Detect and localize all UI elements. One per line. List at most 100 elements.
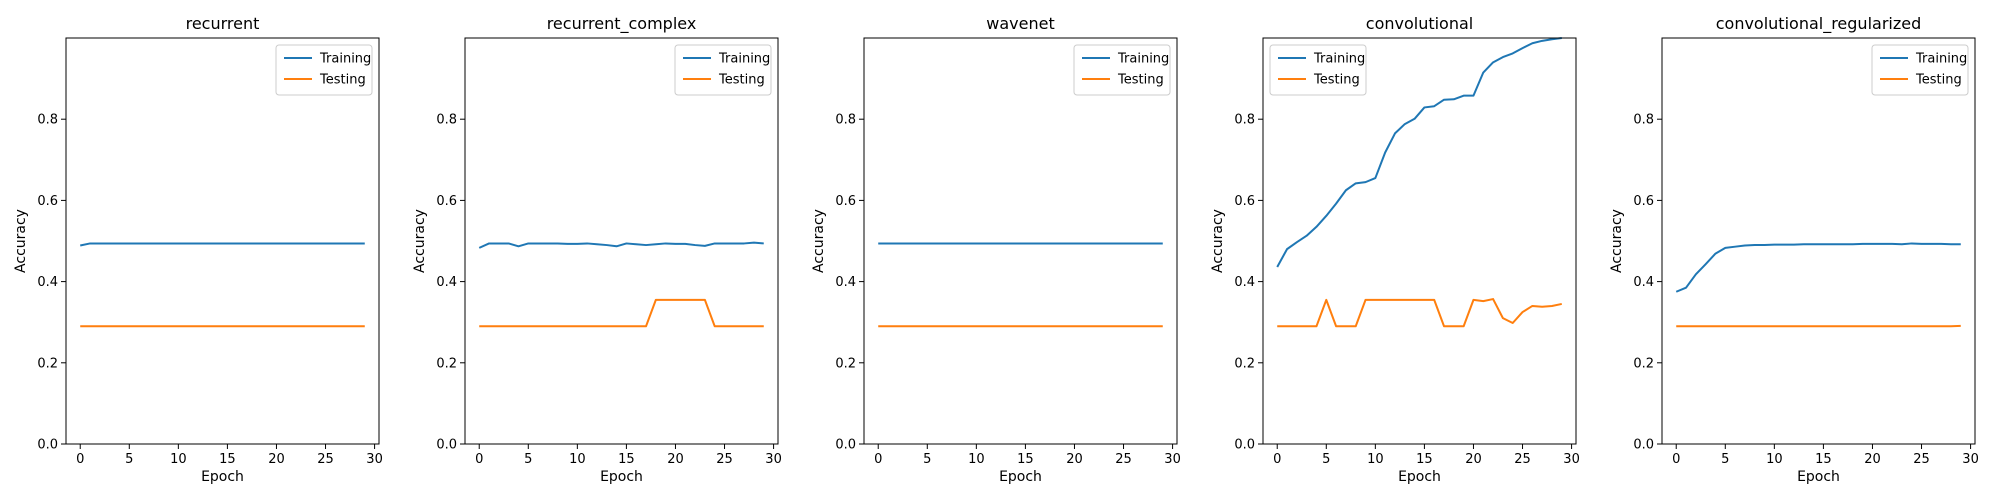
x-tick-label: 20 [268, 452, 285, 467]
y-tick-label: 0.0 [1234, 438, 1255, 453]
y-tick-label: 0.2 [436, 356, 457, 371]
x-tick-label: 5 [1322, 452, 1330, 467]
x-tick-label: 15 [1815, 452, 1832, 467]
x-tick-label: 10 [1766, 452, 1783, 467]
x-tick-label: 10 [569, 452, 586, 467]
series-line-training [1675, 242, 1961, 293]
series-line-training [478, 241, 764, 249]
legend-label-training: Training [1313, 52, 1365, 67]
y-axis-label: Accuracy [412, 209, 428, 273]
series-line-testing [479, 298, 764, 328]
y-tick-label: 0.6 [436, 194, 457, 209]
legend-label-testing: Testing [1313, 73, 1360, 88]
chart-panel-3: convolutional 0 5 10 15 20 25 30 0.0 0.2 0.4 0.6 0.8… [1210, 14, 1580, 485]
plot-frame [65, 37, 380, 445]
x-axis-label: Epoch [1398, 469, 1441, 485]
legend: Training Testing [1269, 44, 1367, 96]
plot-frame [1661, 37, 1976, 445]
x-tick-label: 5 [125, 452, 133, 467]
y-tick-label: 0.0 [835, 438, 856, 453]
legend-label-training: Training [1915, 52, 1967, 67]
x-tick-label: 25 [1514, 452, 1531, 467]
x-tick-label: 30 [1164, 452, 1181, 467]
legend-label-training: Training [718, 52, 770, 67]
x-tick-label: 15 [219, 452, 236, 467]
x-tick-label: 5 [524, 452, 532, 467]
y-tick-label: 0.4 [37, 275, 58, 290]
y-tick-label: 0.4 [436, 275, 457, 290]
legend-label-training: Training [319, 52, 371, 67]
y-axis-label: Accuracy [1609, 209, 1625, 273]
x-tick-label: 25 [716, 452, 733, 467]
x-tick-label: 20 [667, 452, 684, 467]
y-axis-label: Accuracy [13, 209, 29, 273]
y-tick-label: 0.0 [1633, 438, 1654, 453]
x-tick-label: 10 [968, 452, 985, 467]
legend: Training Testing [1073, 44, 1171, 96]
y-tick-label: 0.2 [37, 356, 58, 371]
x-tick-label: 30 [1563, 452, 1580, 467]
x-tick-label: 25 [317, 452, 334, 467]
legend-label-testing: Testing [1117, 73, 1164, 88]
x-tick-label: 15 [1416, 452, 1433, 467]
chart-panel-2: wavenet 0 5 10 15 20 25 30 0.0 0.2 0.4 0.6 0.8 Epoch A… [811, 14, 1181, 485]
x-tick-label: 30 [1962, 452, 1979, 467]
y-tick-label: 0.8 [37, 113, 58, 128]
x-tick-label: 5 [923, 452, 931, 467]
y-tick-label: 0.0 [436, 438, 457, 453]
y-tick-label: 0.2 [1633, 356, 1654, 371]
x-tick-label: 20 [1066, 452, 1083, 467]
y-tick-label: 0.8 [835, 113, 856, 128]
y-axis-label: Accuracy [811, 209, 827, 273]
x-tick-label: 5 [1721, 452, 1729, 467]
x-tick-label: 15 [1017, 452, 1034, 467]
plot-frame [464, 37, 779, 445]
x-tick-label: 15 [618, 452, 635, 467]
y-tick-label: 0.2 [1234, 356, 1255, 371]
x-tick-label: 20 [1465, 452, 1482, 467]
chart-panel-4: convolutional_regularized 0 5 10 15 20 25 30 0.0… [1609, 14, 1979, 485]
y-tick-label: 0.8 [1234, 113, 1255, 128]
legend: Training Testing [275, 44, 373, 96]
x-tick-label: 25 [1115, 452, 1132, 467]
plot-frame [863, 37, 1178, 445]
y-axis-label: Accuracy [1210, 209, 1226, 273]
y-tick-label: 0.8 [436, 113, 457, 128]
y-tick-label: 0.2 [835, 356, 856, 371]
chart-panel-1: recurrent_complex 0 5 10 15 20 25 30 0.0 0.2 0.4 0.… [412, 14, 782, 485]
legend-label-training: Training [1117, 52, 1169, 67]
chart-title: recurrent [186, 14, 260, 33]
x-axis-label: Epoch [600, 469, 643, 485]
chart-title: recurrent_complex [547, 14, 697, 34]
chart-title: convolutional_regularized [1716, 14, 1922, 34]
x-tick-label: 0 [1672, 452, 1680, 467]
x-tick-label: 20 [1864, 452, 1881, 467]
y-tick-label: 0.8 [1633, 113, 1654, 128]
legend-label-testing: Testing [319, 73, 366, 88]
series-line-testing [1277, 298, 1562, 328]
plot-frame [1262, 37, 1577, 445]
x-axis-label: Epoch [1797, 469, 1840, 485]
x-tick-label: 10 [170, 452, 187, 467]
x-tick-label: 25 [1913, 452, 1930, 467]
x-axis-label: Epoch [999, 469, 1042, 485]
y-tick-label: 0.4 [835, 275, 856, 290]
legend: Training Testing [674, 44, 772, 96]
series-line-training [80, 242, 365, 247]
series-line-training [1276, 37, 1562, 268]
y-tick-label: 0.6 [835, 194, 856, 209]
y-tick-label: 0.4 [1633, 275, 1654, 290]
y-tick-label: 0.6 [37, 194, 58, 209]
x-tick-label: 0 [475, 452, 483, 467]
chart-title: convolutional [1366, 14, 1473, 33]
legend-label-testing: Testing [1915, 73, 1962, 88]
x-axis-label: Epoch [201, 469, 244, 485]
x-tick-label: 0 [874, 452, 882, 467]
chart-panel-0: recurrent 0 5 10 15 20 25 30 0.0 0.2 0.4 0.6 0.8 Epoc… [13, 14, 383, 485]
y-tick-label: 0.6 [1234, 194, 1255, 209]
y-tick-label: 0.0 [37, 438, 58, 453]
legend-label-testing: Testing [718, 73, 765, 88]
x-tick-label: 0 [1273, 452, 1281, 467]
legend: Training Testing [1871, 44, 1969, 96]
